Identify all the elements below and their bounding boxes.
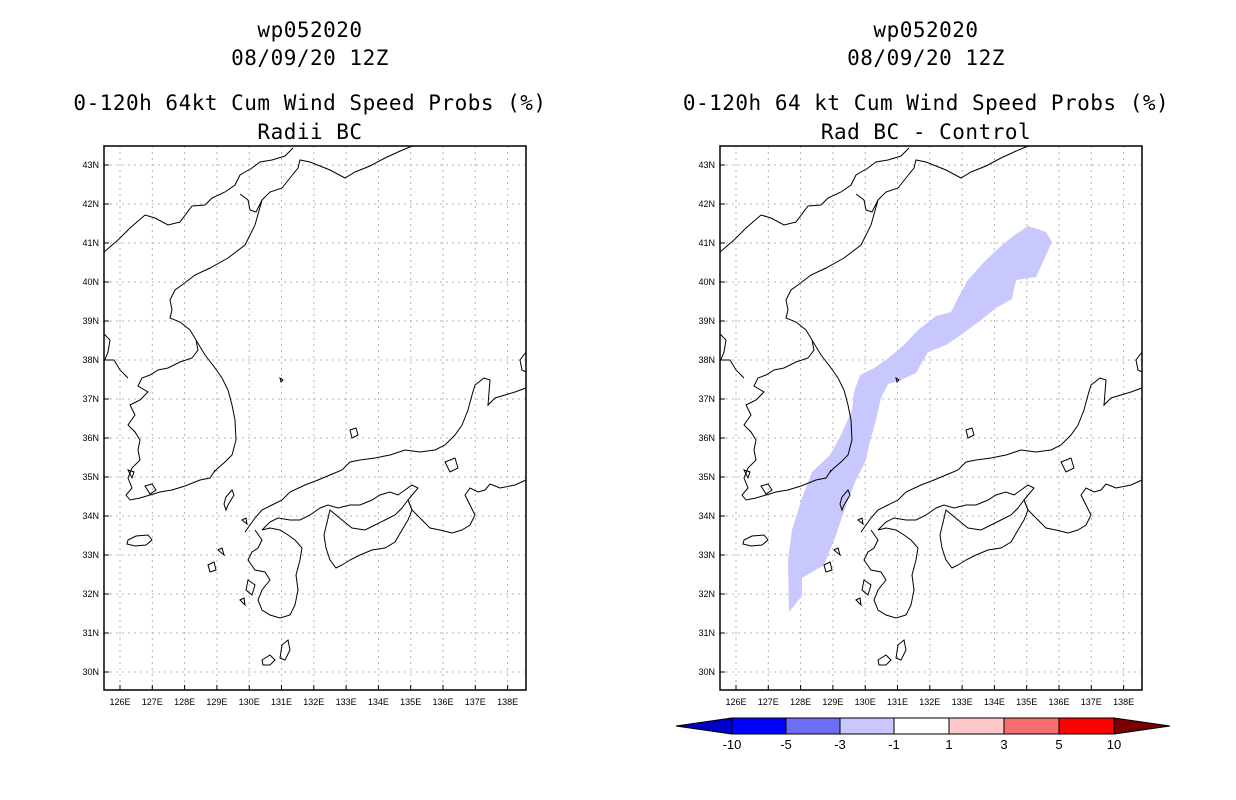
right-lat-label: 35N bbox=[698, 472, 715, 482]
left-lon-label: 137E bbox=[465, 697, 486, 707]
right-lon-label: 126E bbox=[725, 697, 746, 707]
left-lon-label: 130E bbox=[239, 697, 260, 707]
colorbar-bin-7 bbox=[1058, 717, 1115, 735]
colorbar-label-neg10: -10 bbox=[723, 737, 742, 752]
probability-difference-region bbox=[788, 226, 1052, 612]
left-datetime: 08/09/20 12Z bbox=[231, 46, 389, 70]
left-lat-label: 31N bbox=[82, 628, 99, 638]
right-lon-label: 128E bbox=[790, 697, 811, 707]
colorbar-label-3: 3 bbox=[1000, 737, 1007, 752]
right-lon-label: 129E bbox=[822, 697, 843, 707]
colorbar-label-5: 5 bbox=[1055, 737, 1062, 752]
left-product-title: 0-120h 64kt Cum Wind Speed Probs (%) bbox=[73, 91, 547, 115]
left-lat-label: 34N bbox=[82, 511, 99, 521]
right-lon-label: 127E bbox=[758, 697, 779, 707]
colorbar-label-10: 10 bbox=[1107, 737, 1121, 752]
colorbar-label-neg3: -3 bbox=[834, 737, 846, 752]
left-lat-label: 30N bbox=[82, 667, 99, 677]
left-lon-label: 138E bbox=[497, 697, 518, 707]
right-map: 126E 127E 128E 129E 130E 131E 132E 133E 134E 135E… bbox=[698, 145, 1143, 707]
left-lon-label: 136E bbox=[432, 697, 453, 707]
left-lon-label: 127E bbox=[142, 697, 163, 707]
colorbar-labels: -10 -5 -3 -1 1 3 5 10 bbox=[723, 737, 1122, 752]
colorbar-bin-6 bbox=[1003, 717, 1060, 735]
left-lon-label: 135E bbox=[400, 697, 421, 707]
colorbar-right-arrow bbox=[1113, 717, 1171, 735]
right-coastlines bbox=[719, 145, 1143, 666]
right-lat-label: 40N bbox=[698, 277, 715, 287]
right-subtitle: Rad BC - Control bbox=[820, 120, 1032, 144]
colorbar-left-arrow bbox=[675, 717, 733, 735]
colorbar-bin-5 bbox=[948, 717, 1005, 735]
right-lon-label: 134E bbox=[984, 697, 1005, 707]
right-lon-label: 133E bbox=[952, 697, 973, 707]
right-lon-label: 132E bbox=[919, 697, 940, 707]
left-map: 126E 127E 128E 129E 130E 131E 132E 133E 134E 135E… bbox=[82, 145, 527, 707]
left-lat-label: 37N bbox=[82, 394, 99, 404]
left-lon-label: 133E bbox=[336, 697, 357, 707]
right-lon-label: 137E bbox=[1081, 697, 1102, 707]
left-lat-label: 35N bbox=[82, 472, 99, 482]
left-lon-labels: 126E 127E 128E 129E 130E 131E 132E 133E 134E 135E… bbox=[109, 697, 518, 707]
left-lat-label: 38N bbox=[82, 355, 99, 365]
right-lon-label: 138E bbox=[1113, 697, 1134, 707]
left-lat-label: 41N bbox=[82, 238, 99, 248]
right-lon-label: 130E bbox=[855, 697, 876, 707]
right-lon-label: 136E bbox=[1048, 697, 1069, 707]
left-lon-label: 126E bbox=[109, 697, 130, 707]
right-gridlines bbox=[720, 146, 1142, 690]
left-lat-labels: 43N 42N 41N 40N 39N 38N 37N 36N 35N 34N 33N 32N 31N 3… bbox=[82, 160, 99, 677]
right-lat-label: 37N bbox=[698, 394, 715, 404]
colorbar-label-neg5: -5 bbox=[780, 737, 792, 752]
left-lat-label: 39N bbox=[82, 316, 99, 326]
right-lat-label: 36N bbox=[698, 433, 715, 443]
right-storm-id: wp052020 bbox=[873, 18, 979, 42]
left-lat-label: 43N bbox=[82, 160, 99, 170]
right-lat-label: 43N bbox=[698, 160, 715, 170]
right-lon-label: 131E bbox=[887, 697, 908, 707]
right-lat-label: 33N bbox=[698, 550, 715, 560]
left-subtitle: Radii BC bbox=[257, 120, 363, 144]
right-lon-label: 135E bbox=[1016, 697, 1037, 707]
colorbar-bin-2 bbox=[785, 717, 841, 735]
colorbar: -10 -5 -3 -1 1 3 5 10 bbox=[675, 717, 1171, 752]
left-lat-label: 32N bbox=[82, 589, 99, 599]
colorbar-bin-4 bbox=[893, 717, 950, 735]
left-lon-label: 134E bbox=[368, 697, 389, 707]
right-lat-label: 42N bbox=[698, 199, 715, 209]
right-lat-label: 34N bbox=[698, 511, 715, 521]
left-coastlines bbox=[103, 145, 527, 666]
left-gridlines bbox=[104, 146, 526, 690]
right-lon-labels: 126E 127E 128E 129E 130E 131E 132E 133E 134E 135E… bbox=[725, 697, 1134, 707]
left-lat-label: 40N bbox=[82, 277, 99, 287]
left-storm-id: wp052020 bbox=[257, 18, 363, 42]
right-lat-label: 39N bbox=[698, 316, 715, 326]
left-lat-label: 36N bbox=[82, 433, 99, 443]
colorbar-bin-1 bbox=[731, 717, 787, 735]
right-lat-label: 31N bbox=[698, 628, 715, 638]
right-lat-labels: 43N 42N 41N 40N 39N 38N 37N 36N 35N 34N 33N 32N 31N 3… bbox=[698, 160, 715, 677]
right-lat-label: 30N bbox=[698, 667, 715, 677]
left-lon-label: 132E bbox=[303, 697, 324, 707]
colorbar-label-neg1: -1 bbox=[888, 737, 900, 752]
left-lon-label: 128E bbox=[174, 697, 195, 707]
right-datetime: 08/09/20 12Z bbox=[847, 46, 1005, 70]
right-map-frame bbox=[719, 145, 1143, 691]
left-lat-label: 33N bbox=[82, 550, 99, 560]
left-lat-label: 42N bbox=[82, 199, 99, 209]
left-lon-label: 129E bbox=[206, 697, 227, 707]
right-lat-label: 41N bbox=[698, 238, 715, 248]
colorbar-bin-3 bbox=[839, 717, 895, 735]
colorbar-label-1: 1 bbox=[945, 737, 952, 752]
left-lon-label: 131E bbox=[271, 697, 292, 707]
left-map-frame bbox=[103, 145, 527, 691]
right-product-title: 0-120h 64 kt Cum Wind Speed Probs (%) bbox=[682, 91, 1170, 115]
right-lat-label: 32N bbox=[698, 589, 715, 599]
right-lat-label: 38N bbox=[698, 355, 715, 365]
